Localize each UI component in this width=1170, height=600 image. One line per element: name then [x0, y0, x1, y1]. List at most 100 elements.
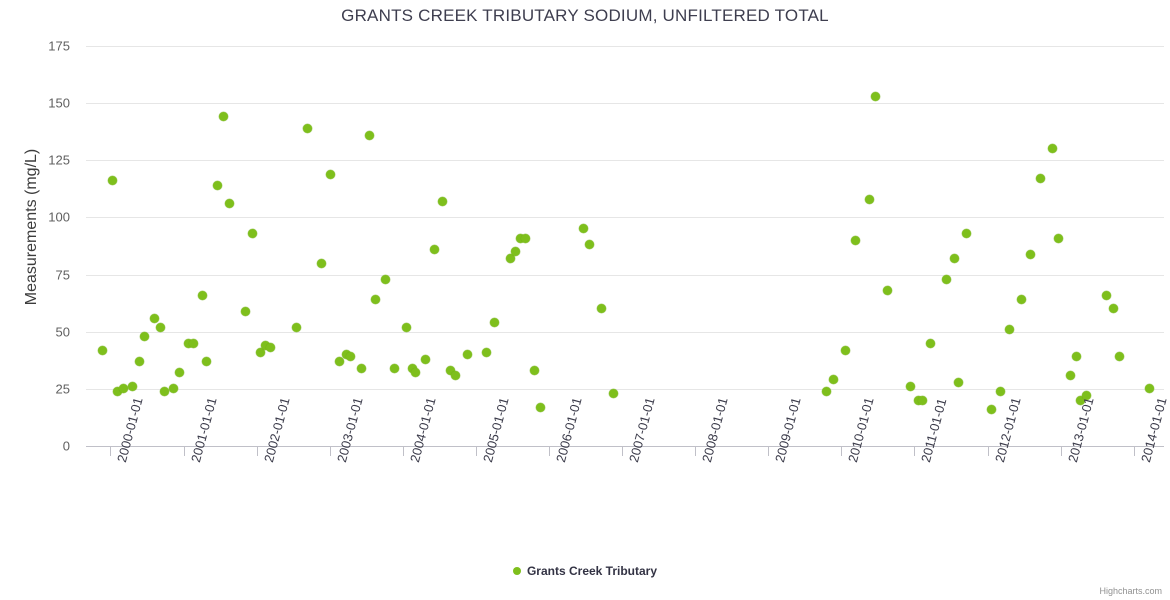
data-point[interactable] — [450, 370, 460, 380]
data-point[interactable] — [292, 322, 302, 332]
data-point[interactable] — [302, 123, 312, 133]
data-point[interactable] — [402, 322, 412, 332]
data-point[interactable] — [380, 274, 390, 284]
data-point[interactable] — [962, 228, 972, 238]
data-point[interactable] — [1017, 295, 1027, 305]
data-point[interactable] — [213, 180, 223, 190]
data-point[interactable] — [949, 254, 959, 264]
data-point[interactable] — [219, 112, 229, 122]
data-point[interactable] — [1005, 324, 1014, 334]
gridline — [86, 331, 1164, 333]
data-point[interactable] — [481, 347, 491, 357]
data-point[interactable] — [371, 295, 381, 305]
data-point[interactable] — [864, 194, 874, 204]
data-point[interactable] — [925, 338, 935, 348]
data-point[interactable] — [529, 366, 539, 376]
data-point[interactable] — [408, 363, 418, 373]
data-point[interactable] — [265, 343, 275, 353]
data-point[interactable] — [1114, 352, 1124, 362]
data-point[interactable] — [140, 331, 150, 341]
data-point[interactable] — [201, 356, 211, 366]
legend-item-grants-creek-tributary[interactable]: Grants Creek Tributary — [512, 563, 658, 578]
data-point[interactable] — [578, 224, 588, 234]
data-point[interactable] — [240, 306, 250, 316]
data-point[interactable] — [850, 235, 860, 245]
data-point[interactable] — [520, 233, 530, 243]
x-axis-tick — [914, 447, 916, 456]
data-point[interactable] — [490, 318, 500, 328]
data-point[interactable] — [189, 338, 199, 348]
data-point[interactable] — [174, 368, 184, 378]
x-axis-tick — [695, 447, 697, 456]
data-point[interactable] — [411, 368, 421, 378]
data-point[interactable] — [510, 247, 520, 257]
data-point[interactable] — [1026, 249, 1036, 259]
data-point[interactable] — [1144, 384, 1154, 394]
data-point[interactable] — [197, 290, 207, 300]
data-point[interactable] — [1066, 370, 1076, 380]
data-point[interactable] — [995, 386, 1005, 396]
y-axis-tick-label: 100 — [48, 209, 70, 225]
data-point[interactable] — [155, 322, 165, 332]
data-point[interactable] — [183, 338, 193, 348]
data-point[interactable] — [515, 233, 525, 243]
data-point[interactable] — [430, 244, 440, 254]
data-point[interactable] — [357, 363, 367, 373]
data-point[interactable] — [1047, 144, 1057, 154]
data-point[interactable] — [112, 386, 122, 396]
data-point[interactable] — [365, 130, 375, 140]
data-point[interactable] — [1053, 233, 1063, 243]
data-point[interactable] — [389, 363, 399, 373]
data-point[interactable] — [168, 384, 178, 394]
data-point[interactable] — [505, 254, 515, 264]
data-point[interactable] — [255, 347, 265, 357]
data-point[interactable] — [870, 91, 880, 101]
data-point[interactable] — [1076, 395, 1086, 405]
data-point[interactable] — [335, 356, 345, 366]
y-axis-labels: 0 25 50 75 100 125 150 175 — [0, 39, 78, 454]
x-axis-tick — [183, 447, 185, 456]
data-point[interactable] — [917, 395, 927, 405]
data-point[interactable] — [127, 382, 137, 392]
data-point[interactable] — [536, 402, 546, 412]
data-point[interactable] — [463, 350, 473, 360]
data-point[interactable] — [1108, 304, 1118, 314]
data-point[interactable] — [150, 313, 160, 323]
data-point[interactable] — [107, 176, 117, 186]
data-point[interactable] — [261, 340, 271, 350]
data-point[interactable] — [986, 404, 996, 414]
data-point[interactable] — [134, 356, 144, 366]
data-point[interactable] — [316, 258, 326, 268]
data-point[interactable] — [346, 352, 356, 362]
data-point[interactable] — [326, 169, 336, 179]
x-axis-tick — [402, 447, 404, 456]
data-point[interactable] — [840, 345, 850, 355]
data-point[interactable] — [609, 388, 619, 398]
data-point[interactable] — [905, 382, 915, 392]
data-point[interactable] — [421, 354, 431, 364]
data-point[interactable] — [97, 345, 107, 355]
data-point[interactable] — [883, 286, 893, 296]
data-point[interactable] — [247, 228, 257, 238]
data-point[interactable] — [159, 386, 169, 396]
data-point[interactable] — [822, 386, 832, 396]
data-point[interactable] — [1035, 174, 1045, 184]
data-point[interactable] — [596, 304, 606, 314]
x-axis-tick — [768, 447, 770, 456]
data-point[interactable] — [941, 274, 951, 284]
data-point[interactable] — [1102, 290, 1112, 300]
gridline — [86, 160, 1164, 162]
data-point[interactable] — [584, 240, 594, 250]
data-point[interactable] — [954, 377, 964, 387]
data-point[interactable] — [445, 366, 455, 376]
plot-area — [86, 46, 1164, 447]
data-point[interactable] — [225, 199, 235, 209]
x-axis-tick — [1133, 447, 1135, 456]
data-point[interactable] — [1071, 352, 1081, 362]
data-point[interactable] — [828, 375, 838, 385]
data-point[interactable] — [118, 384, 128, 394]
data-point[interactable] — [438, 196, 448, 206]
data-point[interactable] — [1082, 391, 1092, 401]
legend-item-label: Grants Creek Tributary — [526, 563, 658, 578]
x-axis-tick — [1060, 447, 1062, 456]
